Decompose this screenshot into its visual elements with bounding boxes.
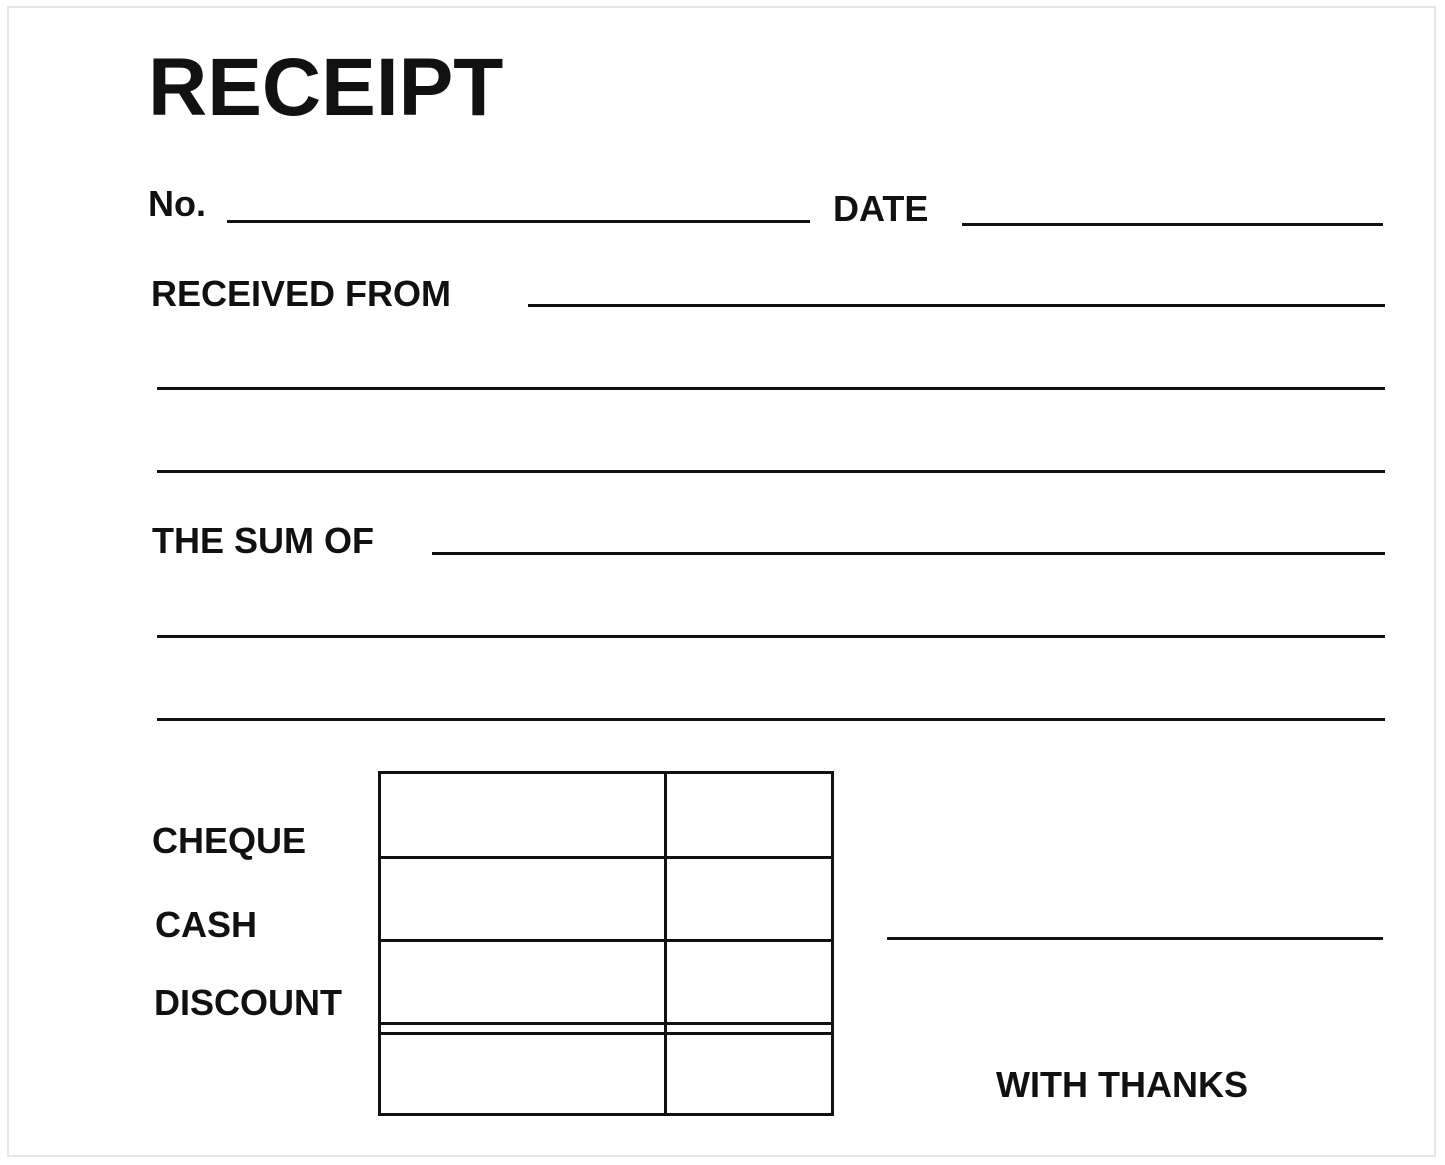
cheque-label: CHEQUE	[152, 820, 307, 861]
table-row-divider	[381, 856, 831, 859]
date-label: DATE	[833, 188, 929, 229]
sum-of-line-2[interactable]	[157, 635, 1385, 638]
received-from-label: RECEIVED FROM	[151, 273, 452, 314]
table-row-divider	[381, 1022, 831, 1025]
payment-amount-table	[378, 771, 834, 1116]
receipt-form	[7, 6, 1436, 1157]
cash-label: CASH	[155, 904, 258, 945]
signature-line[interactable]	[887, 937, 1383, 940]
sum-of-line-1[interactable]	[432, 552, 1385, 555]
number-field-line[interactable]	[227, 220, 810, 223]
received-from-line-2[interactable]	[157, 387, 1385, 390]
total-double-rule	[381, 1032, 831, 1035]
received-from-line-1[interactable]	[528, 304, 1385, 307]
table-row-divider	[381, 939, 831, 942]
table-column-divider	[664, 774, 667, 1113]
discount-label: DISCOUNT	[154, 982, 342, 1023]
receipt-title: RECEIPT	[148, 42, 504, 133]
with-thanks-text: WITH THANKS	[996, 1064, 1248, 1105]
sum-of-line-3[interactable]	[157, 718, 1385, 721]
received-from-line-3[interactable]	[157, 470, 1385, 473]
number-label: No.	[148, 183, 206, 224]
sum-of-label: THE SUM OF	[152, 520, 374, 561]
date-field-line[interactable]	[962, 223, 1383, 226]
